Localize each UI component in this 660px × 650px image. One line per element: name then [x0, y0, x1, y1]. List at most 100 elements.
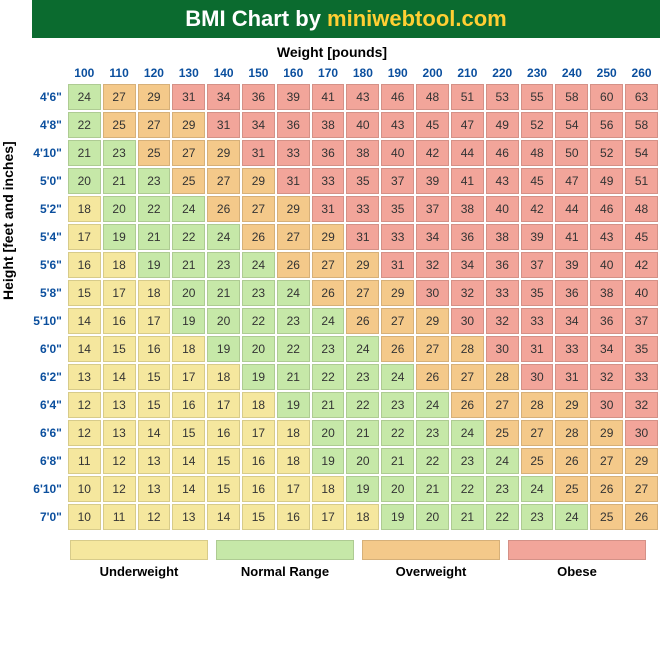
bmi-cell: 26: [590, 476, 623, 502]
bmi-cell: 31: [172, 84, 205, 110]
bmi-cell: 20: [172, 280, 205, 306]
bmi-cell: 36: [486, 252, 519, 278]
y-axis-label: Height [feet and inches]: [0, 141, 16, 300]
table-row: 6'4"1213151617181921222324262728293032: [24, 392, 658, 418]
bmi-cell: 34: [590, 336, 623, 362]
legend-swatch-overweight: [362, 540, 500, 560]
bmi-cell: 23: [207, 252, 240, 278]
table-row: 4'6"2427293134363941434648515355586063: [24, 84, 658, 110]
bmi-cell: 19: [242, 364, 275, 390]
bmi-cell: 44: [451, 140, 484, 166]
bmi-cell: 32: [451, 280, 484, 306]
legend-swatch-normal: [216, 540, 354, 560]
bmi-cell: 26: [555, 448, 588, 474]
bmi-cell: 13: [138, 448, 171, 474]
weight-header: 150: [242, 64, 275, 82]
bmi-cell: 24: [242, 252, 275, 278]
bmi-cell: 34: [207, 84, 240, 110]
bmi-cell: 29: [346, 252, 379, 278]
bmi-cell: 16: [277, 504, 310, 530]
bmi-cell: 21: [277, 364, 310, 390]
bmi-cell: 14: [172, 448, 205, 474]
bmi-cell: 27: [590, 448, 623, 474]
bmi-cell: 34: [416, 224, 449, 250]
table-row: 6'6"1213141516171820212223242527282930: [24, 420, 658, 446]
bmi-cell: 43: [486, 168, 519, 194]
bmi-cell: 15: [103, 336, 136, 362]
bmi-cell: 29: [625, 448, 658, 474]
bmi-cell: 24: [486, 448, 519, 474]
bmi-cell: 12: [68, 420, 101, 446]
bmi-cell: 41: [312, 84, 345, 110]
bmi-cell: 22: [242, 308, 275, 334]
bmi-cell: 29: [416, 308, 449, 334]
bmi-cell: 42: [416, 140, 449, 166]
bmi-cell: 63: [625, 84, 658, 110]
bmi-cell: 17: [103, 280, 136, 306]
bmi-cell: 27: [207, 168, 240, 194]
weight-header: 110: [103, 64, 136, 82]
height-header: 4'8": [24, 112, 66, 138]
bmi-cell: 15: [68, 280, 101, 306]
bmi-cell: 33: [277, 140, 310, 166]
bmi-cell: 15: [242, 504, 275, 530]
legend-label-normal: Normal Range: [216, 564, 354, 579]
bmi-cell: 35: [521, 280, 554, 306]
bmi-cell: 26: [207, 196, 240, 222]
bmi-cell: 15: [138, 392, 171, 418]
bmi-cell: 18: [242, 392, 275, 418]
bmi-cell: 32: [416, 252, 449, 278]
bmi-cell: 34: [242, 112, 275, 138]
bmi-cell: 25: [172, 168, 205, 194]
bmi-cell: 37: [625, 308, 658, 334]
bmi-cell: 27: [277, 224, 310, 250]
bmi-cell: 39: [416, 168, 449, 194]
bmi-cell: 36: [451, 224, 484, 250]
bmi-cell: 45: [416, 112, 449, 138]
bmi-cell: 58: [555, 84, 588, 110]
bmi-cell: 30: [486, 336, 519, 362]
bmi-cell: 22: [68, 112, 101, 138]
bmi-cell: 52: [521, 112, 554, 138]
bmi-cell: 23: [451, 448, 484, 474]
height-header: 6'2": [24, 364, 66, 390]
bmi-cell: 40: [625, 280, 658, 306]
bmi-cell: 33: [521, 308, 554, 334]
height-header: 6'0": [24, 336, 66, 362]
bmi-cell: 46: [590, 196, 623, 222]
bmi-cell: 29: [555, 392, 588, 418]
bmi-cell: 36: [555, 280, 588, 306]
bmi-cell: 14: [103, 364, 136, 390]
bmi-cell: 49: [486, 112, 519, 138]
bmi-cell: 24: [555, 504, 588, 530]
bmi-cell: 29: [590, 420, 623, 446]
legend-label-overweight: Overweight: [362, 564, 500, 579]
bmi-cell: 16: [242, 476, 275, 502]
height-header: 5'8": [24, 280, 66, 306]
height-header: 6'6": [24, 420, 66, 446]
bmi-cell: 31: [346, 224, 379, 250]
bmi-cell: 38: [486, 224, 519, 250]
bmi-cell: 26: [381, 336, 414, 362]
bmi-cell: 30: [451, 308, 484, 334]
bmi-cell: 23: [312, 336, 345, 362]
bmi-cell: 19: [172, 308, 205, 334]
bmi-cell: 16: [68, 252, 101, 278]
bmi-cell: 24: [521, 476, 554, 502]
bmi-cell: 29: [207, 140, 240, 166]
bmi-cell: 18: [207, 364, 240, 390]
bmi-cell: 23: [381, 392, 414, 418]
height-header: 6'10": [24, 476, 66, 502]
bmi-cell: 24: [381, 364, 414, 390]
bmi-cell: 22: [416, 448, 449, 474]
bmi-cell: 48: [416, 84, 449, 110]
height-header: 5'6": [24, 252, 66, 278]
bmi-cell: 35: [381, 196, 414, 222]
bmi-cell: 28: [451, 336, 484, 362]
bmi-cell: 23: [521, 504, 554, 530]
bmi-cell: 38: [346, 140, 379, 166]
bmi-cell: 47: [451, 112, 484, 138]
bmi-cell: 27: [172, 140, 205, 166]
table-row: 5'4"1719212224262729313334363839414345: [24, 224, 658, 250]
bmi-cell: 12: [103, 476, 136, 502]
